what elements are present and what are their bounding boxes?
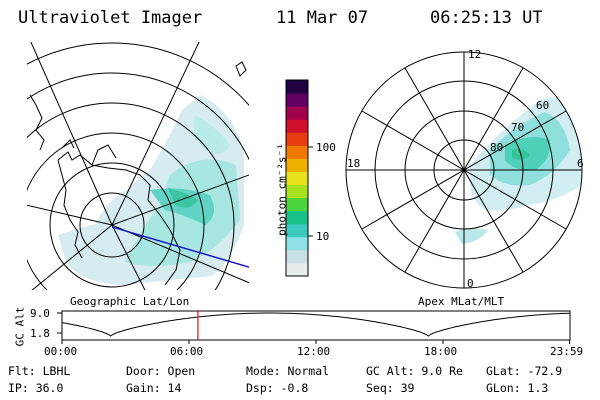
- colorbar-tick-100: 100: [316, 141, 336, 154]
- info-seq: Seq: 39: [366, 381, 415, 395]
- orbit-altitude-curve: [61, 312, 571, 337]
- mlt-label-6: 6: [577, 157, 584, 170]
- orbit-xtick-0: 00:00: [44, 345, 78, 358]
- instrument-title: Ultraviolet Imager: [18, 8, 203, 28]
- right-map-label: Apex MLat/MLT: [418, 295, 505, 308]
- info-filter: Flt: LBHL: [8, 364, 71, 378]
- geographic-map: [27, 42, 249, 290]
- info-mode: Mode: Normal: [246, 364, 330, 378]
- info-glat: GLat: -72.9: [486, 364, 563, 378]
- colorbar-segment: [286, 223, 308, 238]
- colorbar-tick-10: 10: [316, 230, 330, 243]
- info-gain: Gain: 14: [126, 381, 182, 395]
- mlt-label-18: 18: [347, 157, 361, 170]
- colorbar-segment: [286, 236, 308, 251]
- orbit-xtick-4: 23:59: [550, 345, 584, 358]
- time-label: 06:25:13 UT: [430, 8, 543, 28]
- magnetic-polar-plot: [345, 51, 583, 289]
- info-glon: GLon: 1.3: [486, 381, 549, 395]
- orbit-ytick-low: 1.8: [30, 327, 50, 340]
- info-door: Door: Open: [126, 364, 196, 378]
- colorbar-segment: [286, 145, 308, 159]
- colorbar: [285, 79, 313, 277]
- coastlines: [29, 61, 247, 286]
- mlt-label-12: 12: [468, 48, 482, 61]
- orbit-ytick-high: 9.0: [30, 307, 50, 320]
- colorbar-segment: [286, 93, 308, 107]
- colorbar-segment: [286, 262, 308, 277]
- lon-lines: [27, 42, 249, 290]
- colorbar-segment: [286, 158, 308, 172]
- colorbar-segment: [286, 106, 308, 120]
- mlat-label-80: 80: [490, 141, 504, 154]
- colorbar-segment: [286, 119, 308, 133]
- colorbar-segment: [286, 132, 308, 146]
- colorbar-segment: [286, 184, 308, 199]
- left-map-label: Geographic Lat/Lon: [70, 295, 190, 308]
- satellite-track: [111, 226, 249, 268]
- orbit-ylabel: GC Alt: [13, 306, 27, 347]
- mlat-label-70: 70: [511, 121, 525, 134]
- mlt-label-0: 0: [467, 277, 474, 290]
- orbit-plot: [57, 310, 571, 344]
- orbit-xtick-2: 12:00: [297, 345, 331, 358]
- colorbar-segment: [286, 80, 308, 94]
- info-ip: IP: 36.0: [8, 381, 64, 395]
- info-gc-alt: GC Alt: 9.0 Re: [366, 364, 463, 378]
- orbit-xtick-1: 06:00: [170, 345, 204, 358]
- colorbar-segment: [286, 197, 308, 212]
- colorbar-unit-label: photon cm⁻²s⁻¹: [275, 143, 289, 236]
- colorbar-segment: [286, 210, 308, 225]
- info-dsp: Dsp: -0.8: [246, 381, 309, 395]
- lat-circles: [27, 42, 249, 290]
- date-label: 11 Mar 07: [276, 8, 369, 28]
- mlat-label-60: 60: [536, 99, 550, 112]
- colorbar-segment: [286, 171, 308, 186]
- colorbar-segment: [286, 249, 308, 264]
- orbit-xtick-3: 18:00: [424, 345, 458, 358]
